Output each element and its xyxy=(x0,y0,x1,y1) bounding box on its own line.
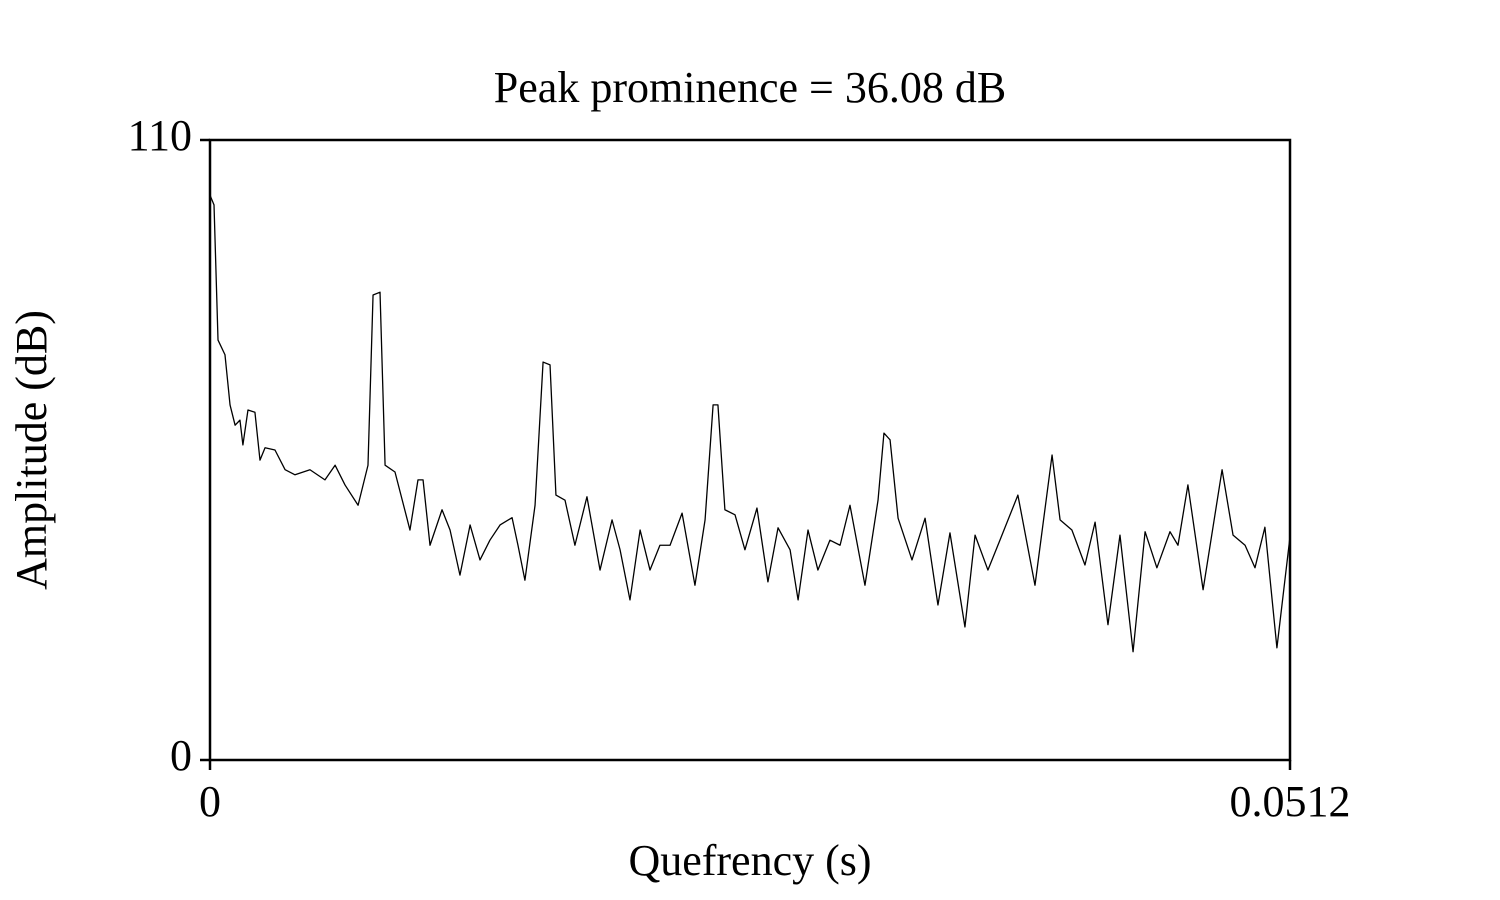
chart-title: Peak prominence = 36.08 dB xyxy=(494,63,1006,112)
y-tick-label: 110 xyxy=(128,111,192,160)
x-tick-label: 0.0512 xyxy=(1230,777,1351,826)
x-tick-label: 0 xyxy=(199,777,221,826)
plot-frame xyxy=(208,138,1292,762)
data-line xyxy=(209,194,1291,653)
y-tick-label: 0 xyxy=(170,731,192,780)
x-axis-label: Quefrency (s) xyxy=(628,836,871,885)
y-axis-label: Amplitude (dB) xyxy=(7,310,56,590)
